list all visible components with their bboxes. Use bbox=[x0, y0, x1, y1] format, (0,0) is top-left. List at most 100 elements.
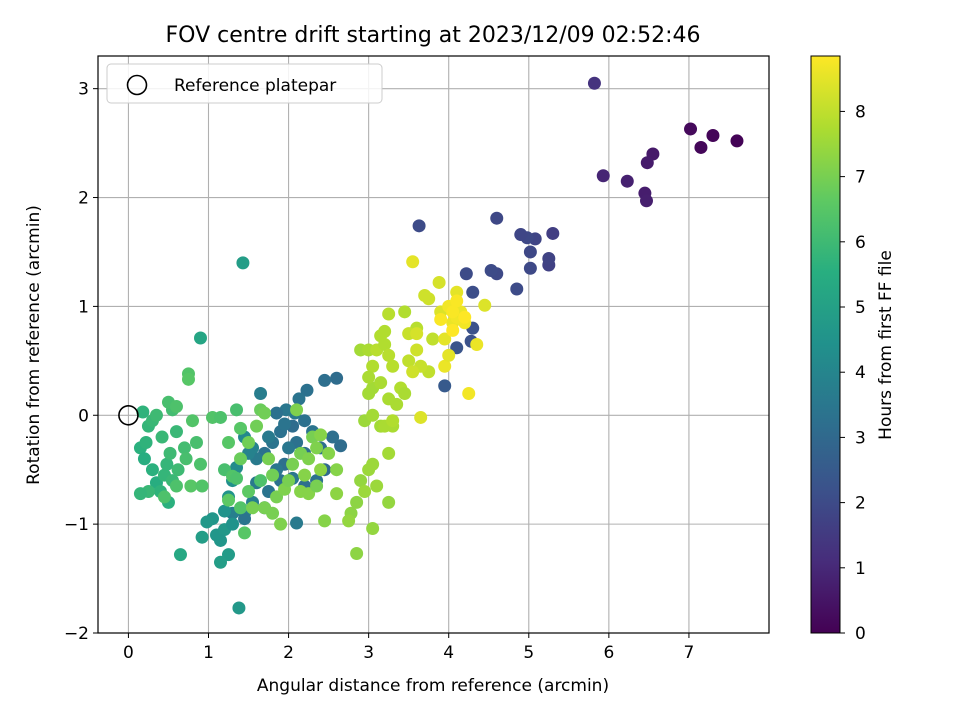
axes-frame bbox=[97, 55, 770, 634]
scatter-point bbox=[318, 514, 332, 528]
scatter-point bbox=[169, 400, 183, 414]
scatter-point bbox=[434, 312, 448, 326]
scatter-point bbox=[546, 226, 560, 240]
y-tick-label: −1 bbox=[64, 515, 89, 535]
legend: Reference platepar bbox=[106, 63, 383, 104]
scatter-point bbox=[298, 414, 312, 428]
scatter-point bbox=[149, 408, 163, 422]
scatter-point bbox=[639, 194, 653, 208]
scatter-point bbox=[412, 219, 426, 233]
legend-marker-reference bbox=[126, 74, 148, 96]
scatter-point bbox=[214, 533, 228, 547]
scatter-point bbox=[350, 547, 364, 561]
scatter-point bbox=[470, 338, 484, 351]
scatter-point bbox=[446, 323, 460, 337]
scatter-point bbox=[459, 267, 473, 281]
colorbar-tick-label: 2 bbox=[855, 494, 866, 514]
colorbar-tick-label: 0 bbox=[855, 624, 866, 644]
y-tick-label: 3 bbox=[78, 80, 89, 100]
scatter-point bbox=[262, 452, 276, 466]
scatter-point bbox=[314, 463, 328, 477]
scatter-point bbox=[432, 275, 446, 289]
scatter-point bbox=[330, 487, 344, 501]
scatter-point bbox=[378, 338, 392, 351]
scatter-point bbox=[684, 122, 698, 136]
scatter-point bbox=[330, 371, 344, 385]
scatter-point bbox=[310, 479, 324, 493]
scatter-point bbox=[230, 471, 244, 485]
scatter-point bbox=[238, 512, 252, 526]
scatter-point bbox=[366, 457, 380, 471]
scatter-point bbox=[706, 128, 720, 142]
colorbar-tick-label: 6 bbox=[855, 233, 866, 253]
chart-title: FOV centre drift starting at 2023/12/09 … bbox=[166, 23, 701, 48]
scatter-point bbox=[398, 305, 412, 319]
x-tick-label: 6 bbox=[603, 643, 614, 663]
scatter-point bbox=[193, 331, 207, 345]
scatter-point bbox=[374, 376, 388, 390]
x-tick-label: 0 bbox=[123, 643, 134, 663]
scatter-point bbox=[270, 406, 284, 420]
scatter-point bbox=[334, 439, 348, 453]
scatter-point bbox=[370, 479, 384, 493]
y-tick-label: 1 bbox=[78, 297, 89, 317]
scatter-point bbox=[234, 452, 248, 466]
scatter-point bbox=[326, 430, 340, 444]
colorbar-tick-label: 5 bbox=[855, 298, 866, 318]
scatter-point bbox=[189, 435, 203, 449]
scatter-point bbox=[478, 298, 492, 312]
colorbar-tick-label: 1 bbox=[855, 559, 866, 579]
y-tick-label: 2 bbox=[78, 189, 89, 209]
x-tick-label: 4 bbox=[443, 643, 454, 663]
scatter-point bbox=[620, 174, 634, 188]
scatter-point bbox=[282, 441, 296, 455]
scatter-point bbox=[133, 487, 147, 501]
scatter-point bbox=[266, 468, 280, 482]
scatter-point bbox=[350, 495, 364, 509]
colorbar-tick-label: 8 bbox=[855, 102, 866, 122]
scatter-point bbox=[382, 392, 396, 406]
scatter-point bbox=[200, 515, 214, 529]
reference-platepar-marker bbox=[118, 404, 139, 426]
scatter-point bbox=[406, 365, 420, 379]
scatter-point bbox=[139, 435, 153, 449]
scatter-point bbox=[322, 446, 336, 460]
scatter-point bbox=[382, 495, 396, 509]
scatter-point bbox=[137, 452, 151, 466]
scatter-point bbox=[282, 474, 296, 488]
scatter-point bbox=[730, 134, 744, 148]
scatter-point bbox=[438, 332, 452, 346]
scatter-point bbox=[145, 463, 159, 477]
scatter-point bbox=[242, 484, 256, 498]
scatter-point bbox=[226, 517, 240, 531]
colorbar-label: Hours from first FF file bbox=[876, 250, 896, 440]
x-tick-label: 7 bbox=[684, 643, 695, 663]
colorbar-tick-label: 7 bbox=[855, 168, 866, 188]
scatter-points bbox=[118, 76, 744, 615]
scatter-point bbox=[254, 386, 268, 400]
scatter-point bbox=[214, 555, 228, 569]
scatter-point bbox=[490, 211, 504, 225]
scatter-point bbox=[330, 463, 344, 477]
scatter-point bbox=[354, 474, 368, 488]
scatter-point bbox=[523, 245, 537, 259]
scatter-point bbox=[169, 479, 183, 493]
scatter-point bbox=[426, 332, 440, 346]
colorbar-ticks: 0 1 2 3 4 5 6 7 8 bbox=[840, 102, 866, 644]
scatter-point bbox=[290, 516, 304, 530]
x-tick-label: 1 bbox=[203, 643, 214, 663]
scatter-point bbox=[358, 484, 372, 498]
scatter-point bbox=[450, 294, 464, 308]
scatter-point bbox=[258, 406, 272, 420]
colorbar-gradient bbox=[810, 55, 841, 634]
scatter-point bbox=[184, 479, 198, 493]
scatter-point bbox=[446, 305, 460, 319]
scatter-point bbox=[414, 410, 428, 424]
x-tick-label: 3 bbox=[363, 643, 374, 663]
scatter-point bbox=[230, 403, 244, 417]
scatter-point bbox=[523, 261, 537, 275]
scatter-point bbox=[195, 479, 209, 493]
scatter-point bbox=[466, 285, 480, 299]
scatter-point bbox=[366, 521, 380, 535]
scatter-point bbox=[596, 169, 610, 183]
